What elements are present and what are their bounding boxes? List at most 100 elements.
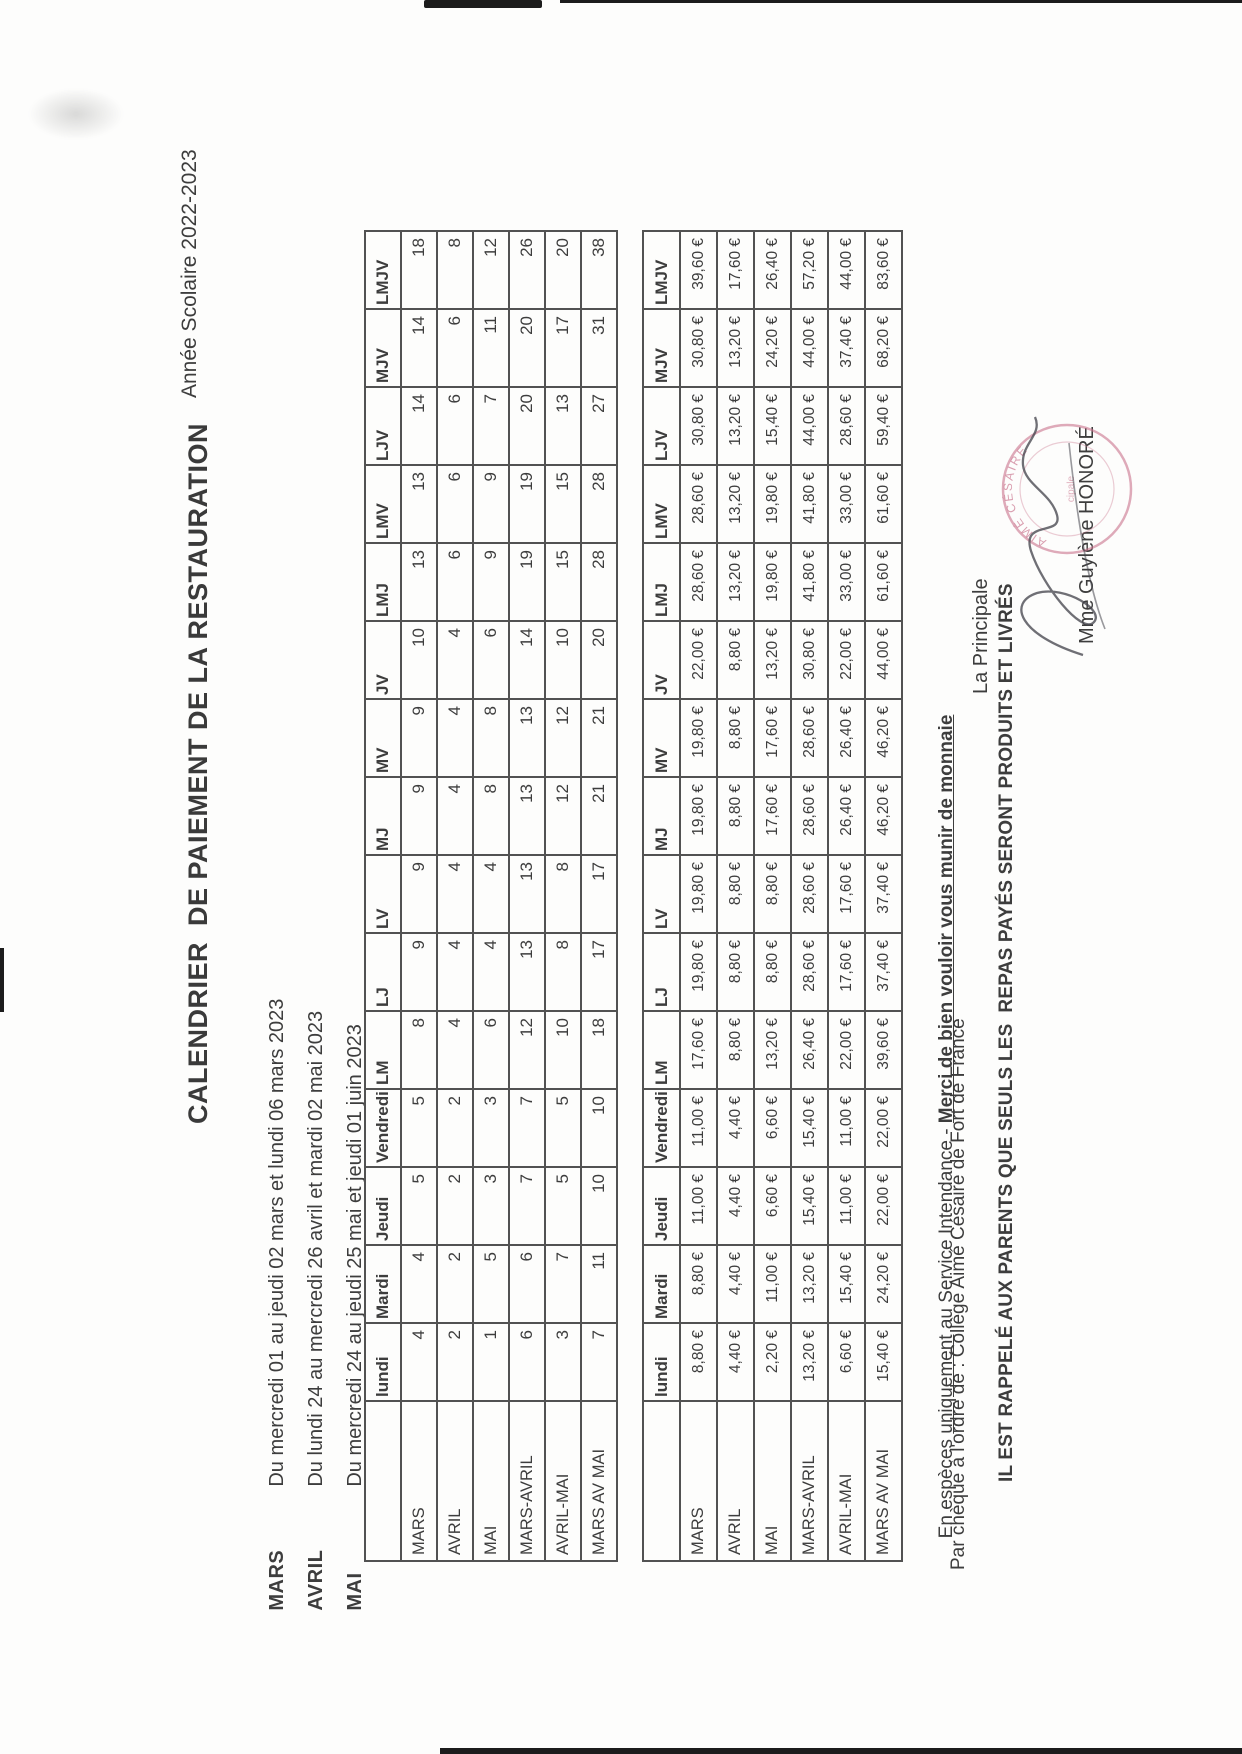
cell: 13 bbox=[401, 465, 437, 543]
col-header: LV bbox=[643, 855, 680, 933]
cell: 4 bbox=[437, 933, 473, 1011]
col-header: LJV bbox=[365, 387, 401, 465]
cell: 20 bbox=[509, 387, 545, 465]
row-label: MAI bbox=[473, 1401, 509, 1561]
cell: 3 bbox=[473, 1089, 509, 1167]
col-header: LMJ bbox=[365, 543, 401, 621]
cell: 7 bbox=[509, 1167, 545, 1245]
cell: 3 bbox=[545, 1323, 581, 1401]
cell: 24,20 € bbox=[754, 309, 791, 387]
cell: 10 bbox=[401, 621, 437, 699]
cell: 17 bbox=[581, 933, 617, 1011]
cell: 26,40 € bbox=[754, 231, 791, 309]
col-header: Mardi bbox=[643, 1245, 680, 1323]
row-label: MARS AV MAI bbox=[581, 1401, 617, 1561]
cell: 4 bbox=[437, 1011, 473, 1089]
cell: 9 bbox=[473, 543, 509, 621]
cell: 22,00 € bbox=[865, 1089, 902, 1167]
col-header: Jeudi bbox=[643, 1167, 680, 1245]
cell: 13 bbox=[401, 543, 437, 621]
cell: 9 bbox=[401, 933, 437, 1011]
cell: 19,80 € bbox=[680, 777, 717, 855]
cell: 4 bbox=[437, 699, 473, 777]
cell: 20 bbox=[509, 309, 545, 387]
school-year: Année Scolaire 2022-2023 bbox=[178, 149, 201, 398]
table-row: MAI 1 5 3 3 6 4 4 8 8 6 9 9 7 11 12 bbox=[473, 231, 509, 1561]
cell: 8 bbox=[545, 933, 581, 1011]
cell: 2 bbox=[437, 1089, 473, 1167]
cell: 6 bbox=[437, 387, 473, 465]
cell: 46,20 € bbox=[865, 777, 902, 855]
cell: 5 bbox=[401, 1167, 437, 1245]
table-row: MAI 2,20 €11,00 €6,60 €6,60 €13,20 €8,80 … bbox=[754, 231, 791, 1561]
col-header: JV bbox=[365, 621, 401, 699]
cell: 17,60 € bbox=[754, 777, 791, 855]
row-label: MARS bbox=[680, 1401, 717, 1561]
cell: 61,60 € bbox=[865, 465, 902, 543]
cell: 19 bbox=[509, 543, 545, 621]
cell: 13,20 € bbox=[791, 1323, 828, 1401]
header-row: lundi Mardi Jeudi Vendredi LM LJ LV MJ MV JV LMJ LM… bbox=[365, 231, 401, 1561]
cell: 17,60 € bbox=[717, 231, 754, 309]
cell: 26 bbox=[509, 231, 545, 309]
cell: 5 bbox=[473, 1245, 509, 1323]
cell: 6 bbox=[509, 1245, 545, 1323]
cell: 4 bbox=[437, 777, 473, 855]
cell: 28 bbox=[581, 543, 617, 621]
cell: 24,20 € bbox=[865, 1245, 902, 1323]
cell: 8 bbox=[545, 855, 581, 933]
cell: 8,80 € bbox=[717, 699, 754, 777]
cell: 33,00 € bbox=[828, 543, 865, 621]
cell: 28,60 € bbox=[791, 777, 828, 855]
handwritten-signature bbox=[1020, 416, 1106, 657]
cell: 44,00 € bbox=[791, 387, 828, 465]
cell: 7 bbox=[545, 1245, 581, 1323]
cell: 17,60 € bbox=[828, 933, 865, 1011]
table-row: AVRIL-MAI 6,60 €15,40 €11,00 €11,00 €22,0… bbox=[828, 231, 865, 1561]
cell: 28,60 € bbox=[680, 543, 717, 621]
cell: 22,00 € bbox=[828, 1011, 865, 1089]
cell: 2 bbox=[437, 1323, 473, 1401]
cell: 44,00 € bbox=[828, 231, 865, 309]
cell: 4,40 € bbox=[717, 1245, 754, 1323]
cell: 13,20 € bbox=[717, 543, 754, 621]
cell: 10 bbox=[581, 1167, 617, 1245]
cell: 12 bbox=[545, 699, 581, 777]
row-label: AVRIL bbox=[717, 1401, 754, 1561]
cell: 37,40 € bbox=[865, 855, 902, 933]
cell: 6 bbox=[437, 543, 473, 621]
cell: 15,40 € bbox=[754, 387, 791, 465]
cell: 6 bbox=[473, 1011, 509, 1089]
cell: 19,80 € bbox=[680, 933, 717, 1011]
cell: 15,40 € bbox=[828, 1245, 865, 1323]
table-row: MARS 4 4 5 5 8 9 9 9 9 10 13 13 14 14 18 bbox=[401, 231, 437, 1561]
cell: 11,00 € bbox=[754, 1245, 791, 1323]
cell: 31 bbox=[581, 309, 617, 387]
cell: 11 bbox=[473, 309, 509, 387]
cell: 59,40 € bbox=[865, 387, 902, 465]
cell: 2,20 € bbox=[754, 1323, 791, 1401]
col-header: LJ bbox=[365, 933, 401, 1011]
cell: 19,80 € bbox=[680, 855, 717, 933]
cell: 13,20 € bbox=[754, 1011, 791, 1089]
cell: 22,00 € bbox=[680, 621, 717, 699]
col-header: MJV bbox=[365, 309, 401, 387]
cell: 44,00 € bbox=[865, 621, 902, 699]
cell: 28,60 € bbox=[791, 855, 828, 933]
cell: 13 bbox=[509, 855, 545, 933]
col-header: MJ bbox=[643, 777, 680, 855]
days-count-table: lundi Mardi Jeudi Vendredi LM LJ LV MJ MV JV LMJ LM… bbox=[364, 230, 618, 1562]
cell: 13 bbox=[509, 777, 545, 855]
cell: 26,40 € bbox=[828, 777, 865, 855]
row-label: MARS bbox=[401, 1401, 437, 1561]
cell: 4,40 € bbox=[717, 1167, 754, 1245]
cell: 20 bbox=[545, 231, 581, 309]
cell: 30,80 € bbox=[791, 621, 828, 699]
cell: 4 bbox=[473, 933, 509, 1011]
cell: 13,20 € bbox=[791, 1245, 828, 1323]
cell: 28,60 € bbox=[791, 699, 828, 777]
cell: 21 bbox=[581, 777, 617, 855]
cell: 37,40 € bbox=[865, 933, 902, 1011]
col-header: Vendredi bbox=[643, 1089, 680, 1167]
